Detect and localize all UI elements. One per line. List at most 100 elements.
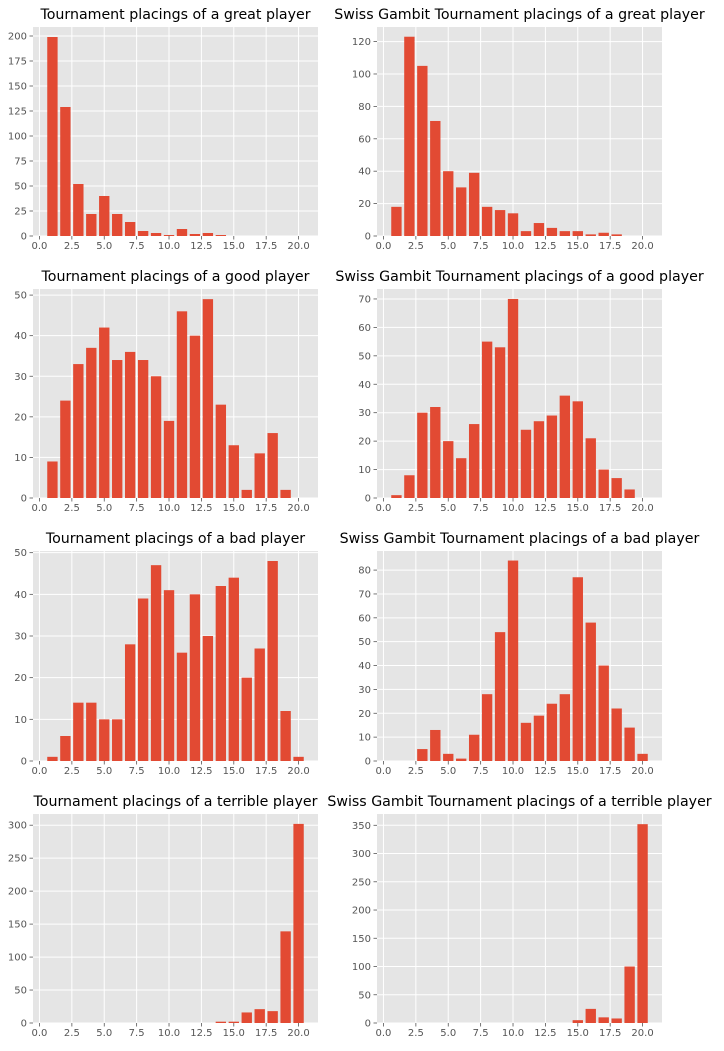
bar (585, 622, 596, 761)
bar (189, 234, 201, 236)
y-tick-label: 75 (14, 157, 27, 168)
y-tick-label: 100 (352, 69, 371, 80)
y-tick-label: 10 (14, 715, 27, 726)
y-tick-label: 40 (14, 590, 27, 601)
bar (280, 489, 291, 498)
bar (163, 420, 175, 498)
x-tick-label: 17.5 (255, 241, 277, 252)
y-tick-label: 80 (358, 102, 371, 113)
bar (137, 598, 149, 761)
y-tick-label: 10 (14, 453, 27, 464)
bar (520, 429, 532, 498)
x-tick-label: 15.0 (223, 1028, 245, 1039)
bar (494, 632, 506, 761)
x-tick-label: 5.0 (440, 241, 456, 252)
y-tick-label: 80 (358, 566, 371, 577)
bar (417, 65, 428, 236)
bar (572, 401, 583, 498)
bar (585, 438, 596, 498)
bar (86, 214, 97, 236)
bar (546, 227, 558, 236)
bar (507, 298, 519, 498)
chart-title: Tournament placings of a bad player (45, 531, 305, 547)
bar (611, 478, 622, 498)
y-tick-label: 40 (358, 661, 371, 672)
bar (99, 327, 110, 498)
x-tick-label: 15.0 (567, 766, 589, 777)
bar (267, 1011, 278, 1023)
y-tick-label: 20 (14, 673, 27, 684)
bar (124, 644, 136, 761)
chart-panel-1: 0.0 2.5 5.0 7.5 10.0 12.5 15.0 17.5 20.0 0 25 50 75 1… (8, 7, 318, 252)
bar (585, 1008, 596, 1023)
bar (150, 233, 162, 236)
x-tick-label: 20.0 (631, 1028, 653, 1039)
bar (456, 758, 467, 761)
y-tick-label: 100 (8, 132, 27, 143)
bar (47, 37, 58, 236)
x-tick-label: 2.5 (64, 1028, 80, 1039)
bar (404, 475, 415, 498)
bar (176, 229, 188, 236)
x-tick-label: 12.5 (190, 766, 212, 777)
bar (215, 586, 227, 761)
x-tick-label: 15.0 (223, 766, 245, 777)
bar (176, 652, 188, 761)
y-tick-label: 120 (352, 37, 371, 48)
y-tick-label: 30 (358, 685, 371, 696)
bar (481, 206, 493, 236)
x-tick-label: 12.5 (534, 766, 556, 777)
x-tick-label: 2.5 (64, 503, 80, 514)
bar (494, 347, 506, 498)
x-tick-label: 10.0 (502, 766, 524, 777)
y-tick-label: 30 (14, 632, 27, 643)
y-tick-label: 0 (21, 1019, 27, 1030)
y-tick-label: 0 (365, 757, 371, 768)
y-tick-label: 200 (352, 906, 371, 917)
x-tick-label: 20.0 (631, 766, 653, 777)
x-tick-label: 12.5 (534, 503, 556, 514)
y-tick-label: 100 (8, 953, 27, 964)
bar (228, 577, 239, 761)
y-tick-label: 0 (21, 232, 27, 243)
y-tick-label: 0 (365, 232, 371, 243)
bar (572, 231, 583, 236)
bar (443, 441, 454, 498)
x-tick-label: 5.0 (96, 1028, 112, 1039)
bar (215, 404, 227, 498)
x-tick-label: 0.0 (376, 503, 392, 514)
chart-title: Swiss Gambit Tournament placings of a gr… (334, 7, 705, 23)
x-tick-label: 5.0 (440, 766, 456, 777)
y-tick-label: 150 (352, 934, 371, 945)
bar (546, 415, 558, 498)
bar (267, 433, 278, 498)
bar (73, 702, 84, 761)
bar (150, 565, 162, 761)
x-tick-label: 12.5 (534, 241, 556, 252)
y-tick-label: 20 (358, 437, 371, 448)
chart-panel-7: 0.0 2.5 5.0 7.5 10.0 12.5 15.0 17.5 20.0 0 50 100 15… (8, 794, 318, 1039)
x-tick-label: 7.5 (473, 241, 489, 252)
x-tick-label: 0.0 (376, 766, 392, 777)
bar (112, 214, 123, 236)
y-tick-label: 25 (14, 207, 27, 218)
y-tick-label: 350 (352, 821, 371, 832)
x-tick-label: 17.5 (599, 241, 621, 252)
bar (598, 469, 609, 498)
bar (520, 722, 532, 761)
bar (559, 694, 571, 761)
bar (533, 715, 545, 761)
bar (468, 424, 480, 498)
y-tick-label: 30 (14, 372, 27, 383)
y-tick-label: 60 (358, 613, 371, 624)
bar (228, 445, 239, 498)
x-tick-label: 0.0 (376, 241, 392, 252)
x-tick-label: 17.5 (599, 503, 621, 514)
bar (559, 231, 571, 236)
x-tick-label: 17.5 (255, 1028, 277, 1039)
chart-title: Tournament placings of a terrible player (33, 794, 318, 810)
bar (267, 561, 278, 761)
y-tick-label: 10 (358, 465, 371, 476)
